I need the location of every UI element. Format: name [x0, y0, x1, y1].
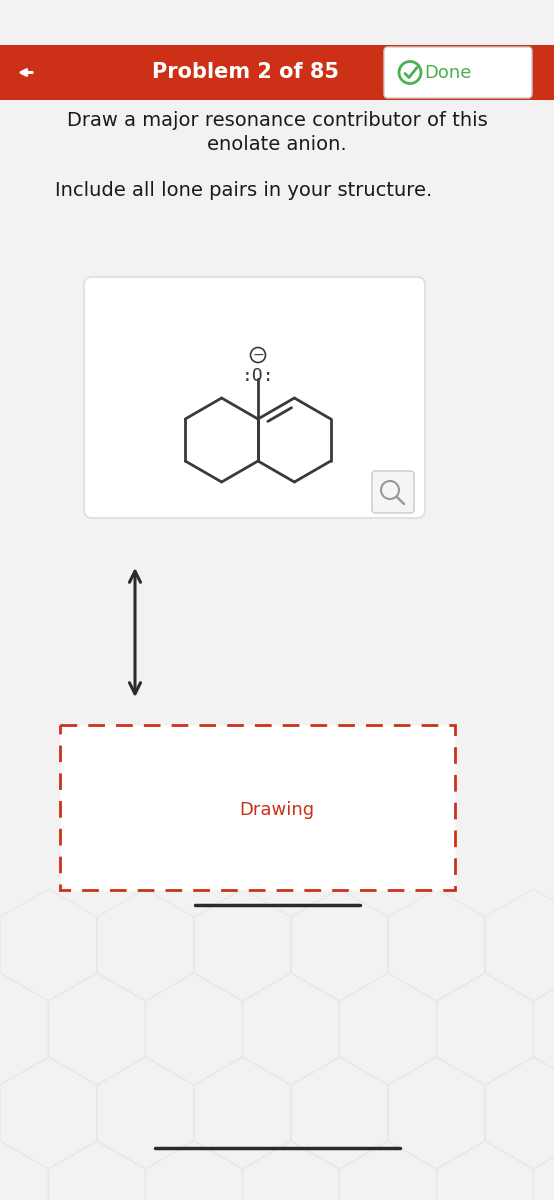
Bar: [0, 44, 554, 100]
Bar: [60, 725, 455, 890]
FancyBboxPatch shape: [84, 277, 425, 518]
Text: Include all lone pairs in your structure.: Include all lone pairs in your structure…: [55, 180, 432, 199]
FancyBboxPatch shape: [384, 47, 532, 98]
Text: Draw a major resonance contributor of this: Draw a major resonance contributor of th…: [66, 110, 488, 130]
Text: Done: Done: [424, 64, 471, 82]
Text: enolate anion.: enolate anion.: [207, 136, 347, 155]
Text: −: −: [252, 348, 264, 362]
Text: Problem 2 of 85: Problem 2 of 85: [151, 62, 338, 83]
FancyBboxPatch shape: [372, 470, 414, 514]
Text: :O:: :O:: [242, 367, 274, 385]
Text: Drawing: Drawing: [239, 802, 315, 818]
